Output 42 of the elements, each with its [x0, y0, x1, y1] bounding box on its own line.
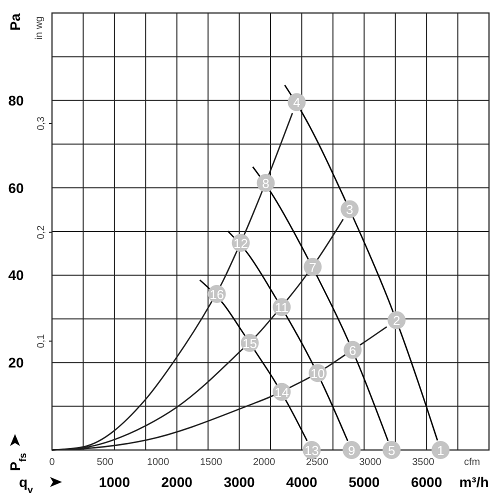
x-tick-label: 3000: [224, 474, 256, 490]
annotation: 5: [388, 443, 396, 458]
x2-axis-title: cfm: [464, 457, 480, 468]
y-tick-label: 40: [8, 267, 24, 284]
annotation: 8: [262, 176, 270, 191]
y2-tick-label: 0,1: [36, 334, 47, 348]
annotation: 13: [304, 443, 319, 458]
annotation: 2: [392, 313, 400, 328]
x2-tick-label: 2000: [253, 457, 276, 468]
x2-tick-label: 3500: [412, 457, 435, 468]
text: m³/h: [459, 474, 489, 490]
x2-tick-label: 2500: [306, 457, 329, 468]
y-tick-label: 80: [8, 92, 24, 108]
annotation: 12: [234, 236, 248, 251]
annotation: 3: [346, 202, 354, 218]
x2-tick-label: 1000: [146, 457, 170, 468]
annotation: 1: [436, 443, 444, 458]
y2-tick-label: 0,2: [36, 224, 47, 240]
annotation: 9: [348, 443, 356, 458]
x-tick-label: 1000: [98, 474, 130, 490]
annotation: 15: [242, 336, 258, 351]
annotation: 7: [309, 260, 316, 275]
y2-axis-title: in wg: [34, 16, 45, 40]
x2-tick-label: 0: [49, 457, 56, 468]
x2-tick-label: 1500: [200, 457, 223, 468]
y2-tick-label: 0,3: [36, 116, 47, 130]
x-axis-title: q$_{v}$: [18, 474, 34, 496]
y-tick-label: 20: [8, 354, 24, 371]
x-tick-label: 6000: [410, 474, 442, 490]
x-tick-label: 2000: [161, 474, 193, 490]
annotation: 11: [274, 300, 288, 316]
y-tick-label: 60: [8, 180, 24, 196]
text: Pa: [7, 13, 23, 31]
x2-tick-label: 500: [96, 457, 114, 468]
annotation: 16: [210, 286, 224, 302]
x2-tick-label: 3000: [359, 457, 382, 468]
x-tick-label: 4000: [286, 474, 318, 490]
annotation: 4: [293, 95, 300, 110]
annotation: 6: [349, 342, 356, 358]
annotation: 10: [310, 366, 325, 382]
annotation: 14: [274, 384, 289, 400]
x-tick-label: 5000: [348, 474, 380, 490]
